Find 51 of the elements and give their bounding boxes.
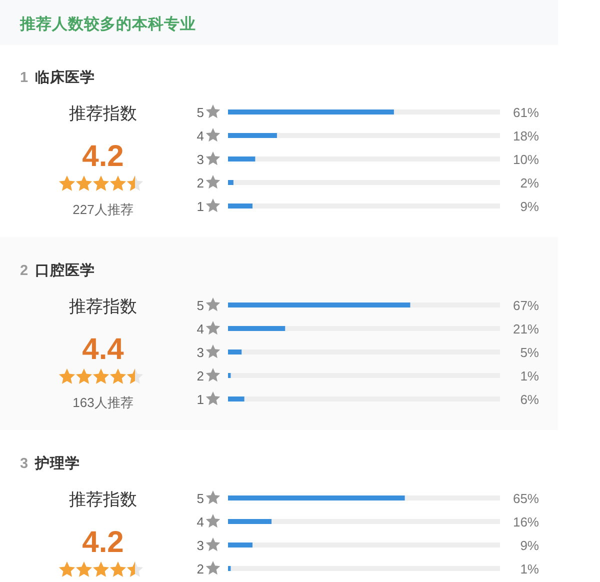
bar [228,133,277,138]
y-tick-label: 4 [196,514,204,530]
data-label: 5% [520,345,540,360]
data-label: 2% [520,176,540,190]
y-tick-label: 3 [196,538,204,553]
text: 4.2 [82,140,124,173]
bar [228,350,242,354]
text: 4.4 [82,333,124,366]
data-label: 1% [520,562,540,576]
data-label: 21% [512,322,540,336]
text: 推荐指数 [69,297,137,316]
y-tick-label: 4 [196,128,204,144]
bar [228,204,252,208]
text: 2 口腔医学 [20,262,96,279]
y-tick-label: 1 [196,199,204,214]
y-tick-label: 2 [196,176,204,190]
data-label: 9% [520,199,540,214]
text: 227人推荐 [72,202,134,217]
y-tick-label: 3 [196,345,204,360]
bar [228,326,286,331]
y-tick-label: 2 [196,562,204,576]
bar [228,542,252,548]
data-label: 1% [520,368,540,384]
bar [228,373,231,378]
y-tick-label: 2 [196,368,204,384]
text: 3 护理学 [20,454,80,472]
data-label: 18% [512,128,540,144]
y-tick-label: 4 [196,322,204,336]
text: 163人推荐 [72,395,134,410]
bar [228,180,234,185]
y-tick-label: 3 [196,152,204,167]
data-label: 9% [520,538,540,553]
bar [228,566,231,571]
text: 推荐指数 [69,104,137,123]
y-tick-label: 5 [196,105,204,120]
data-label: 10% [512,152,540,167]
bar [228,519,272,524]
data-label: 61% [512,105,540,120]
data-label: 67% [512,298,540,313]
data-label: 16% [512,514,540,530]
text: 1 临床医学 [20,68,96,86]
bar [228,156,256,162]
y-tick-label: 1 [196,392,204,407]
text: 推荐人数较多的本科专业 [19,15,196,33]
y-tick-label: 5 [196,491,204,506]
data-label: 6% [520,392,540,407]
text: 推荐指数 [69,490,137,509]
y-tick-label: 5 [196,298,204,313]
data-label: 65% [512,491,540,506]
bar [228,396,244,402]
text: 4.2 [82,526,124,559]
